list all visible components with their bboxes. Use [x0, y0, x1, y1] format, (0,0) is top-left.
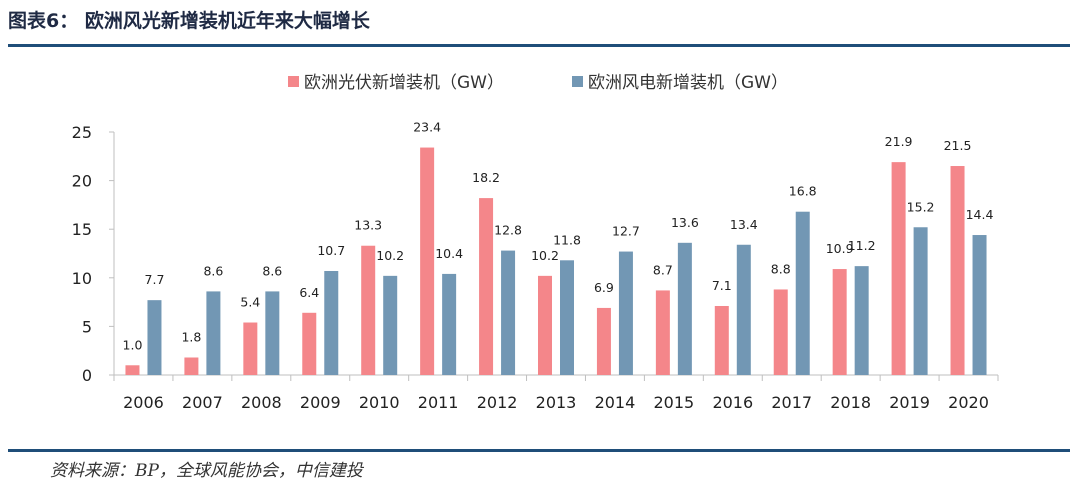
bar — [501, 250, 516, 375]
bars — [125, 147, 987, 375]
x-tick-label: 2016 — [712, 393, 753, 412]
bar — [972, 235, 987, 375]
x-tick-label: 2007 — [182, 393, 223, 412]
data-label: 8.6 — [203, 263, 223, 278]
bar — [361, 245, 376, 375]
data-label: 11.8 — [553, 232, 581, 247]
x-axis: 2006 2007 2008 2009 2010 2011 2012 2013 2014 2015… — [113, 374, 999, 412]
bar — [265, 291, 280, 375]
x-tick-label: 2010 — [359, 393, 400, 412]
data-label: 23.4 — [413, 120, 441, 135]
data-label: 13.6 — [671, 215, 699, 230]
bar — [736, 244, 751, 375]
bottom-rule — [8, 449, 1070, 452]
bar — [560, 260, 574, 375]
y-tick-label: 5 — [82, 317, 92, 336]
bar — [832, 269, 847, 375]
bar — [206, 291, 221, 375]
bar — [677, 242, 692, 375]
bar — [243, 322, 258, 375]
source-note: 资料来源：BP，全球风能协会，中信建投 — [50, 461, 363, 481]
legend-label: 欧洲光伏新增装机（GW） — [304, 73, 504, 93]
bar — [655, 290, 670, 375]
data-label: 1.0 — [123, 337, 143, 352]
legend-swatch — [288, 76, 299, 87]
data-labels: 1.0 1.8 5.4 6.4 13.3 23.4 18.2 10.2 6.9 8.7 7.1 8.8… — [123, 120, 994, 353]
bar — [324, 270, 339, 375]
data-label: 8.7 — [653, 262, 673, 277]
bar — [773, 289, 788, 375]
bar — [596, 307, 611, 375]
bar — [442, 273, 457, 375]
data-label: 14.4 — [966, 207, 994, 222]
data-label: 12.8 — [494, 223, 522, 238]
legend-swatch — [572, 76, 583, 87]
bar — [383, 275, 398, 375]
data-label: 16.8 — [789, 184, 817, 199]
x-tick-label: 2015 — [654, 393, 695, 412]
x-tick-label: 2013 — [536, 393, 577, 412]
data-label: 21.5 — [944, 138, 972, 153]
y-tick-label: 15 — [72, 220, 92, 239]
bar — [714, 305, 729, 375]
legend-label: 欧洲风电新增装机（GW） — [588, 73, 788, 93]
x-tick-label: 2008 — [241, 393, 282, 412]
data-label: 21.9 — [885, 134, 913, 149]
bar — [538, 275, 552, 375]
x-tick-label: 2017 — [771, 393, 812, 412]
bar — [618, 251, 633, 375]
data-label: 7.1 — [712, 278, 732, 293]
data-label: 10.7 — [317, 243, 345, 258]
data-label: 11.2 — [848, 238, 876, 253]
legend: 欧洲光伏新增装机（GW） 欧洲风电新增装机（GW） — [288, 73, 788, 93]
x-tick-label: 2011 — [418, 393, 459, 412]
data-label: 7.7 — [145, 272, 165, 287]
data-label: 6.9 — [594, 280, 614, 295]
figure-title: 图表6： 欧洲风光新增装机近年来大幅增长 — [8, 10, 370, 32]
data-label: 13.3 — [354, 218, 382, 233]
data-label: 18.2 — [472, 170, 500, 185]
data-label: 10.2 — [376, 248, 404, 263]
x-tick-label: 2009 — [300, 393, 341, 412]
bar — [147, 300, 162, 375]
x-tick-label: 2012 — [477, 393, 518, 412]
data-label: 10.2 — [531, 248, 559, 263]
bar — [950, 166, 965, 375]
top-rule — [8, 44, 1070, 47]
y-tick-label: 25 — [72, 123, 92, 142]
data-label: 8.8 — [771, 261, 791, 276]
data-label: 10.9 — [826, 241, 854, 256]
bar — [302, 312, 317, 375]
bar — [125, 365, 140, 375]
data-label: 5.4 — [240, 295, 260, 310]
y-tick-label: 0 — [82, 366, 92, 385]
data-label: 10.4 — [435, 246, 463, 261]
bar — [479, 198, 494, 375]
bar — [420, 147, 435, 375]
x-tick-label: 2019 — [889, 393, 930, 412]
data-label: 1.8 — [181, 330, 201, 345]
x-tick-label: 2006 — [123, 393, 164, 412]
data-label: 15.2 — [907, 199, 935, 214]
bar — [913, 227, 928, 375]
data-label: 8.6 — [262, 263, 282, 278]
bar-chart: 欧洲光伏新增装机（GW） 欧洲风电新增装机（GW） 0 5 10 15 20 25 2006… — [72, 73, 999, 412]
data-label: 12.7 — [612, 224, 640, 239]
x-tick-label: 2014 — [595, 393, 636, 412]
x-tick-label: 2020 — [948, 393, 989, 412]
bar — [184, 357, 199, 375]
data-label: 13.4 — [730, 217, 758, 232]
y-axis: 0 5 10 15 20 25 — [72, 123, 115, 385]
data-label: 6.4 — [299, 285, 319, 300]
bar — [854, 266, 869, 375]
y-tick-label: 10 — [72, 269, 92, 288]
x-tick-label: 2018 — [830, 393, 871, 412]
y-tick-label: 20 — [72, 172, 92, 191]
bar — [891, 162, 906, 375]
bar — [795, 211, 810, 375]
